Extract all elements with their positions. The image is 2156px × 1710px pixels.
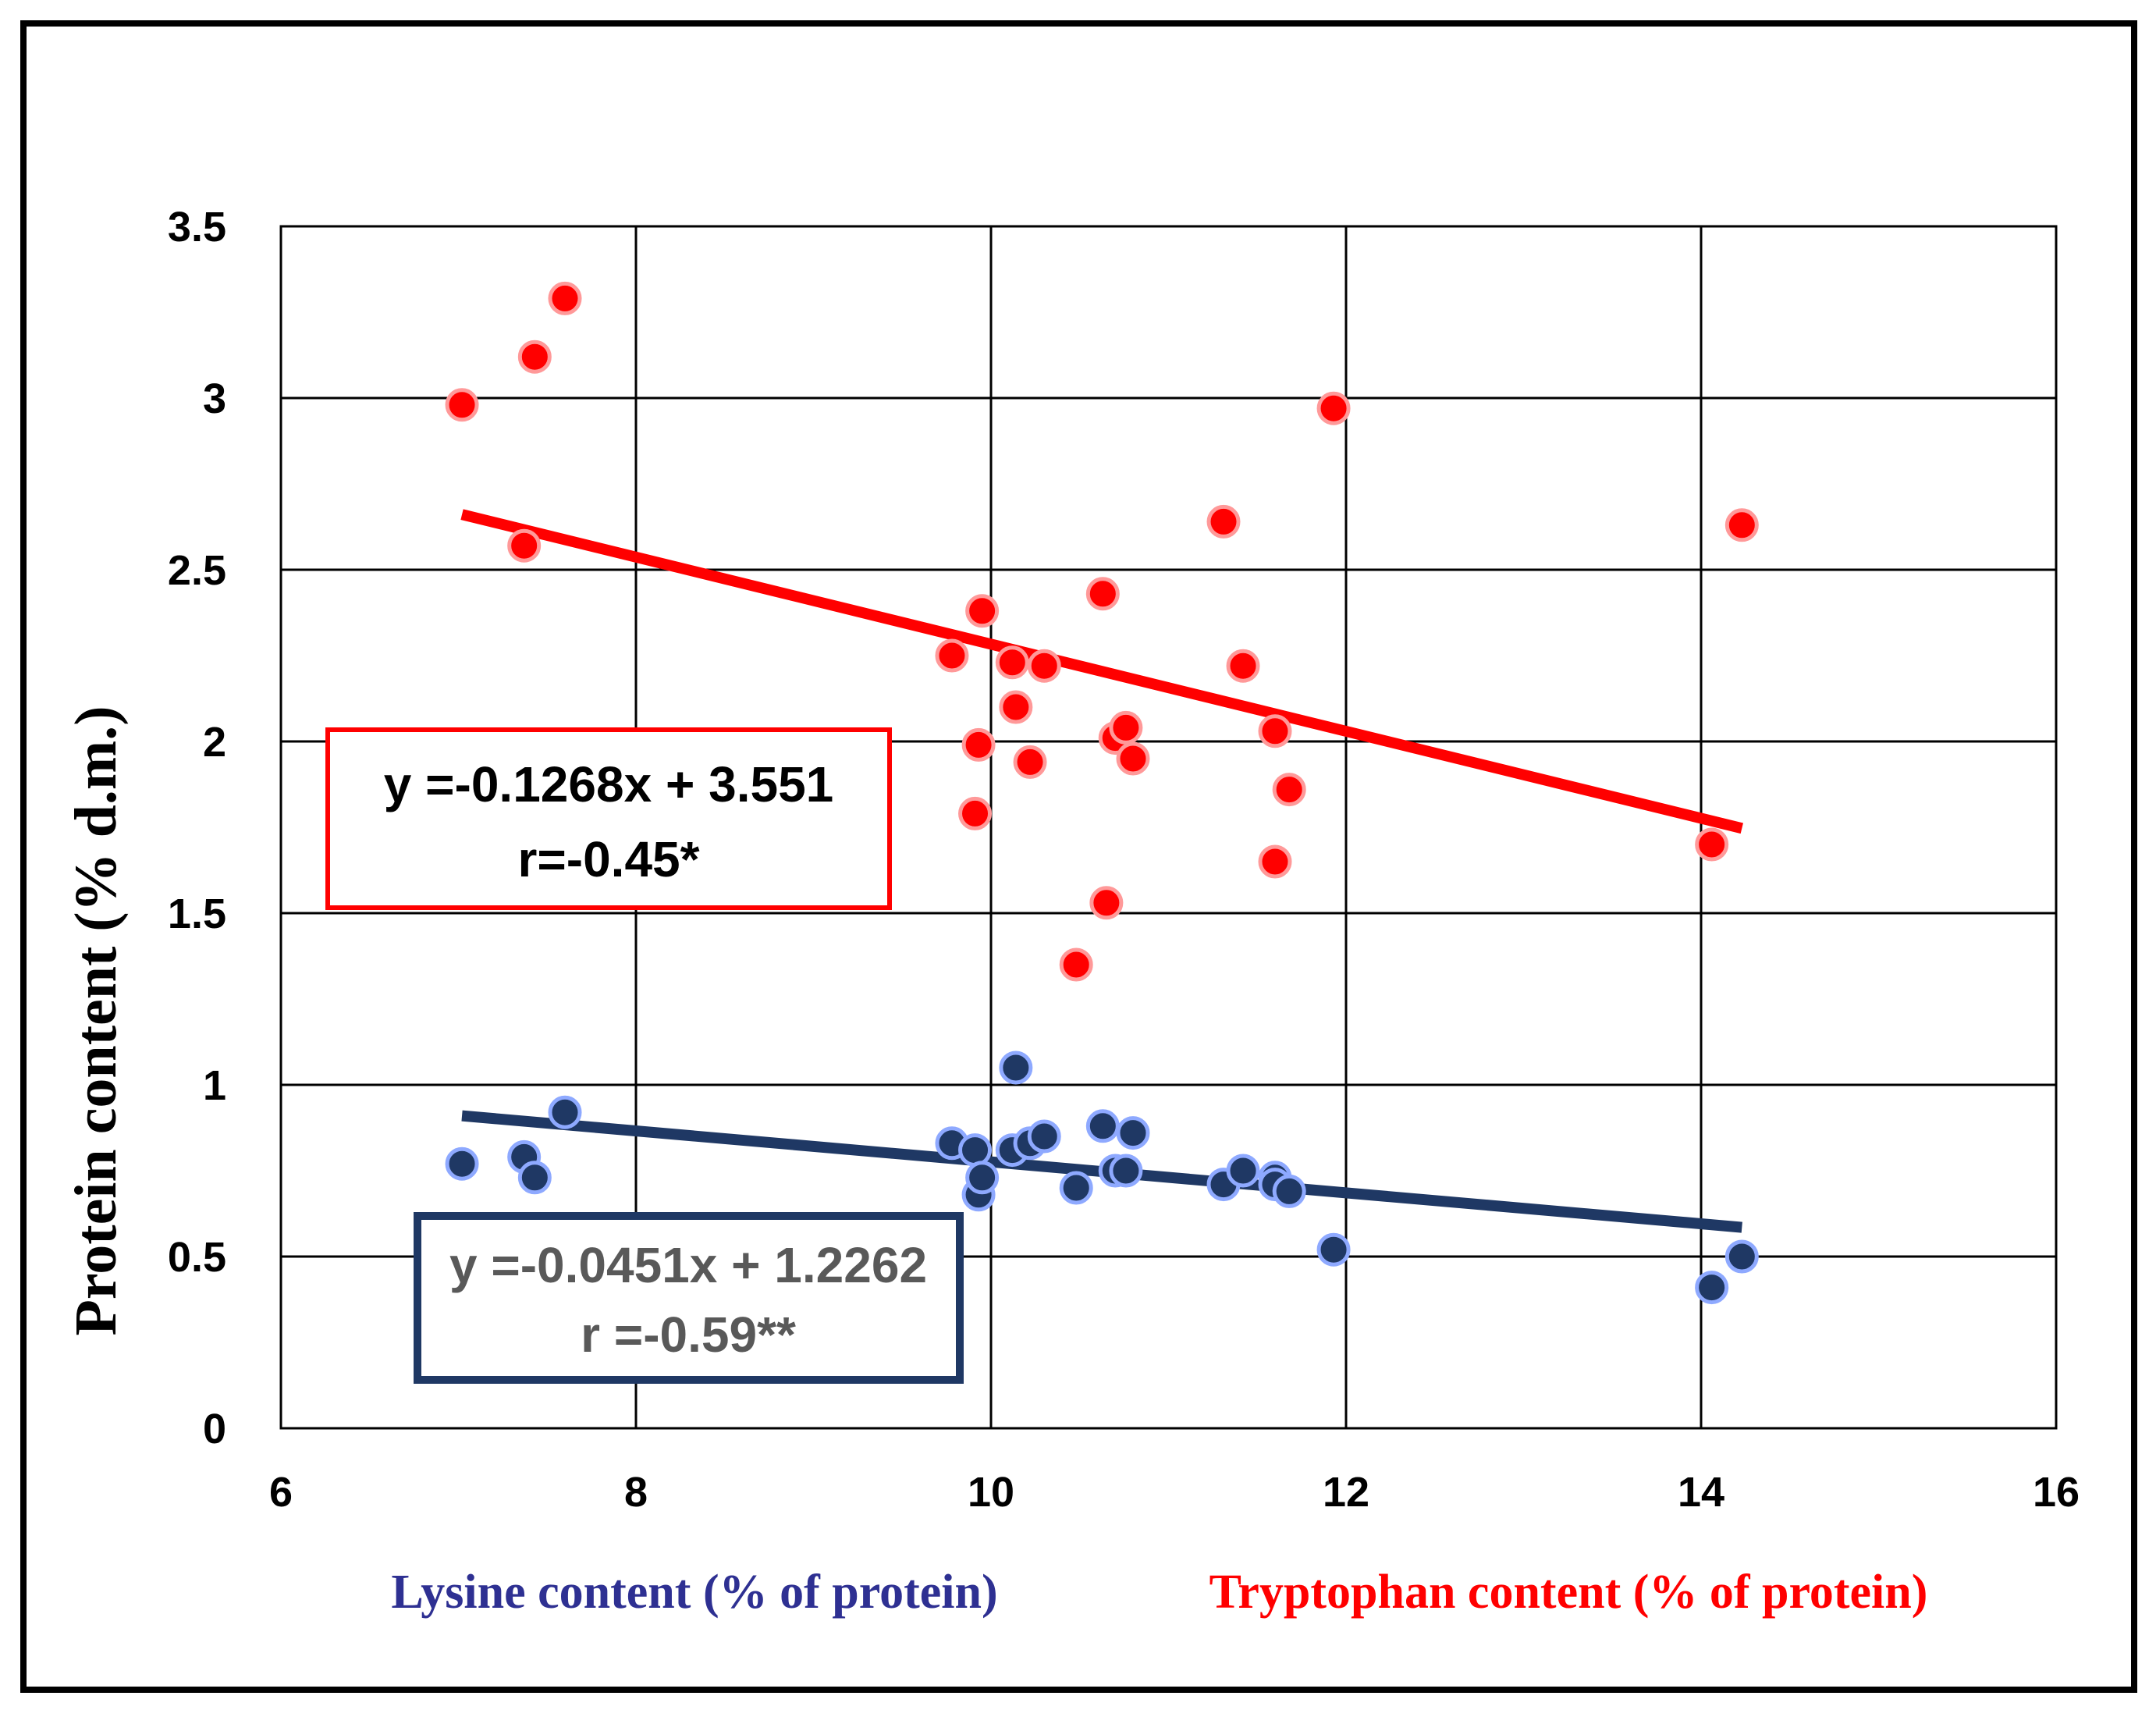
data-point-series-0 [1027,649,1061,683]
y-tick-label: 1 [203,1062,226,1109]
y-tick-label: 3.5 [168,204,226,251]
correlation-tryptophan: r=-0.45* [517,831,699,887]
equation-box-tryptophan: y =-0.1268x + 3.551 r=-0.45* [325,727,892,910]
data-point-series-1 [1085,1109,1120,1143]
data-point-series-0 [1013,745,1047,779]
data-point-series-0 [999,690,1033,724]
data-point-series-1 [1272,1174,1306,1208]
data-point-series-0 [1272,773,1306,807]
data-points [445,281,1759,1305]
data-point-series-0 [965,594,1000,628]
data-point-series-0 [517,340,552,374]
x-axis-label-lysine: Lysine content (% of protein) [391,1566,997,1619]
y-tick-label: 0.5 [168,1234,226,1281]
equation-box-tryptophan-border [325,727,892,910]
x-tick-label: 8 [624,1469,648,1516]
data-point-series-1 [1316,1232,1351,1267]
data-point-series-0 [1316,391,1351,425]
y-tick-label: 0 [203,1406,226,1452]
plot-area-border [279,225,2058,1430]
data-point-series-0 [1226,649,1260,683]
x-tick-label: 6 [269,1469,293,1516]
data-point-series-0 [1059,947,1093,982]
x-tick-label: 12 [1323,1469,1369,1516]
equation-tryptophan: y =-0.1268x + 3.551 [384,756,834,812]
y-tick-label: 2.5 [168,547,226,594]
data-point-series-1 [517,1161,552,1195]
data-point-series-1 [1109,1154,1143,1188]
data-point-series-1 [958,1133,993,1168]
y-tick-label: 2 [203,719,226,766]
data-point-series-1 [445,1147,479,1181]
data-point-series-1 [1695,1271,1729,1305]
data-point-series-0 [995,645,1029,680]
y-tick-label: 1.5 [168,891,226,937]
x-tick-label: 10 [968,1469,1014,1516]
data-point-series-1 [999,1051,1033,1085]
data-point-series-1 [1116,1116,1150,1150]
data-point-series-0 [507,528,542,563]
data-point-series-0 [1089,886,1124,920]
equation-lysine: y =-0.0451x + 1.2262 [449,1237,927,1293]
data-point-series-1 [1226,1154,1260,1188]
y-tick-label: 3 [203,375,226,422]
data-point-series-0 [445,388,479,422]
data-point-series-0 [1109,710,1143,745]
x-axis-label-tryptophan: Tryptophan content (% of protein) [1209,1566,1928,1619]
data-point-series-0 [1695,827,1729,862]
data-point-series-1 [1724,1239,1759,1274]
equation-box-lysine-border [414,1212,964,1384]
data-point-series-1 [1059,1171,1093,1205]
equation-box-lysine: y =-0.0451x + 1.2262 r =-0.59** [414,1212,964,1384]
data-point-series-0 [1116,741,1150,776]
data-point-series-0 [935,638,969,673]
x-tick-label: 16 [2033,1469,2080,1516]
data-point-series-1 [548,1095,582,1129]
x-tick-label: 14 [1678,1469,1724,1516]
data-point-series-0 [548,281,582,315]
data-point-series-0 [1085,577,1120,611]
data-point-series-0 [1258,844,1292,879]
data-point-series-0 [1258,714,1292,748]
y-axis-label: Protein content (% d.m.) [63,706,129,1335]
data-point-series-0 [961,727,996,762]
data-point-series-1 [1027,1119,1061,1154]
data-point-series-1 [965,1161,1000,1195]
correlation-lysine: r =-0.59** [581,1306,796,1363]
data-point-series-0 [1206,504,1241,539]
trendline-series-0 [460,509,1743,834]
data-point-series-0 [958,796,993,830]
data-point-series-0 [1724,508,1759,542]
axes: 6 8 10 12 14 16 0 0.5 1 1.5 2 2.5 3 3.5 [168,204,2080,1516]
